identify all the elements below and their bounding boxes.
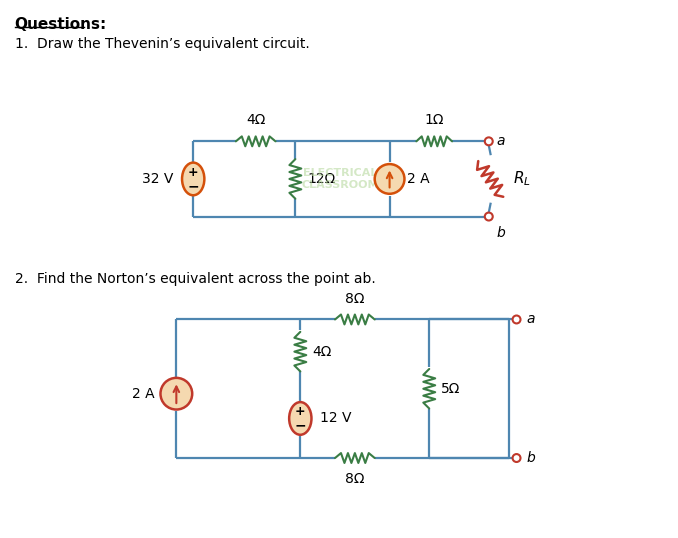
- Ellipse shape: [182, 162, 204, 195]
- Text: 2 A: 2 A: [132, 387, 155, 401]
- Text: 32 V: 32 V: [142, 172, 174, 186]
- Circle shape: [485, 137, 493, 145]
- Text: a: a: [497, 134, 505, 148]
- Text: a: a: [526, 313, 535, 327]
- Text: 2.  Find the Norton’s equivalent across the point ab.: 2. Find the Norton’s equivalent across t…: [15, 272, 376, 286]
- Text: 4Ω: 4Ω: [313, 345, 332, 359]
- Text: b: b: [526, 451, 535, 465]
- Text: 8Ω: 8Ω: [345, 292, 365, 306]
- Text: ELECTRICAL
CLASSROOM: ELECTRICAL CLASSROOM: [301, 168, 379, 190]
- Text: Questions:: Questions:: [15, 17, 107, 32]
- Text: +: +: [188, 166, 199, 179]
- Text: b: b: [497, 226, 505, 240]
- Text: $R_L$: $R_L$: [513, 169, 530, 188]
- Circle shape: [375, 164, 405, 194]
- Text: 4Ω: 4Ω: [246, 114, 265, 128]
- Text: −: −: [187, 179, 199, 193]
- Circle shape: [513, 315, 521, 323]
- Text: 8Ω: 8Ω: [345, 472, 365, 486]
- Text: −: −: [294, 419, 306, 433]
- Text: 1Ω: 1Ω: [424, 114, 444, 128]
- Text: 2 A: 2 A: [407, 172, 430, 186]
- Circle shape: [161, 378, 192, 409]
- Text: +: +: [295, 405, 306, 418]
- Ellipse shape: [289, 402, 311, 435]
- Text: 5Ω: 5Ω: [441, 382, 460, 396]
- Text: 12 V: 12 V: [320, 412, 352, 426]
- Circle shape: [513, 454, 521, 462]
- Circle shape: [485, 213, 493, 221]
- Text: 12Ω: 12Ω: [307, 172, 336, 186]
- Text: 1.  Draw the Thevenin’s equivalent circuit.: 1. Draw the Thevenin’s equivalent circui…: [15, 38, 309, 52]
